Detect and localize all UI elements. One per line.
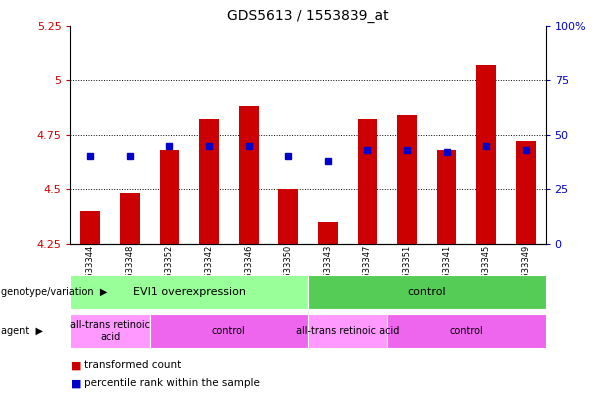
Bar [70,314,150,348]
Text: transformed count: transformed count [84,360,181,371]
Text: agent  ▶: agent ▶ [1,326,44,336]
Bar [308,314,387,348]
Bar [308,275,546,309]
Bar [238,106,259,244]
Text: ■: ■ [70,360,81,371]
Text: all-trans retinoic acid: all-trans retinoic acid [296,326,399,336]
Bar [516,141,536,244]
Text: control: control [449,326,483,336]
Bar [150,314,308,348]
Bar [436,150,457,244]
Bar [476,65,496,244]
Bar [357,119,378,244]
Bar [70,275,308,309]
Bar [199,119,219,244]
Text: all-trans retinoic
acid: all-trans retinoic acid [70,320,150,342]
Bar [278,189,298,244]
Bar [387,314,546,348]
Bar [159,150,180,244]
Text: control: control [408,287,446,297]
Text: control: control [212,326,246,336]
Text: percentile rank within the sample: percentile rank within the sample [84,378,260,388]
Text: ■: ■ [70,378,81,388]
Title: GDS5613 / 1553839_at: GDS5613 / 1553839_at [227,9,389,23]
Bar [80,211,100,244]
Text: EVI1 overexpression: EVI1 overexpression [133,287,246,297]
Bar [318,222,338,244]
Text: genotype/variation  ▶: genotype/variation ▶ [1,287,108,297]
Bar [120,193,140,244]
Bar [397,115,417,244]
